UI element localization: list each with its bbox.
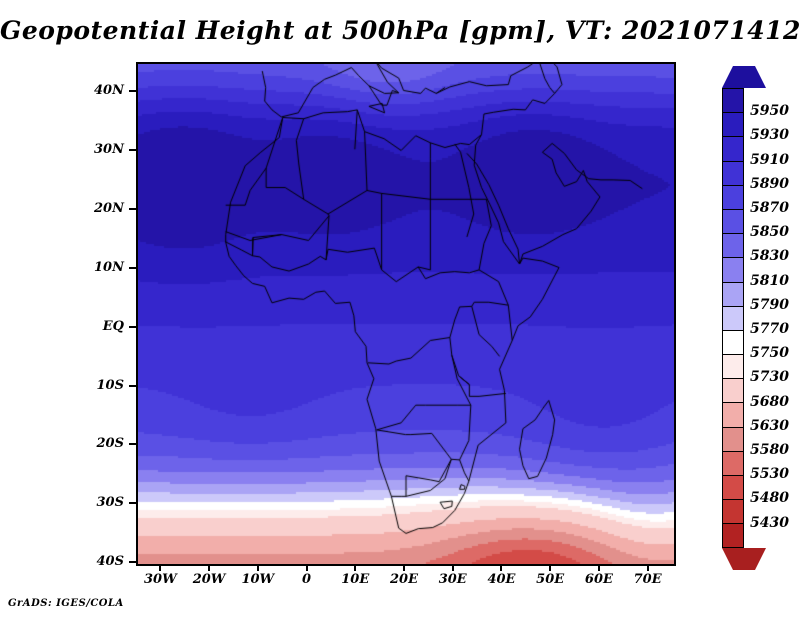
longitude-label: 30E bbox=[438, 572, 467, 587]
colorbar-tick-label: 5890 bbox=[750, 175, 789, 192]
latitude-label: 10S bbox=[96, 377, 124, 393]
latitude-label: 40S bbox=[96, 554, 124, 569]
colorbar-tick-label: 5910 bbox=[750, 151, 789, 168]
latitude-tick bbox=[129, 149, 136, 152]
colorbar-tick-label: 5680 bbox=[750, 393, 789, 410]
colorbar-tick-label: 5580 bbox=[750, 442, 789, 458]
colorbar-band bbox=[722, 281, 744, 306]
latitude-tick bbox=[129, 208, 136, 211]
latitude-tick bbox=[129, 443, 136, 446]
colorbar-band bbox=[722, 233, 744, 258]
colorbar-tick-label: 5870 bbox=[750, 200, 789, 216]
longitude-tick bbox=[597, 564, 600, 571]
geopotential-height-heatmap bbox=[138, 64, 674, 564]
colorbar-tick-label: 5830 bbox=[750, 248, 789, 265]
longitude-tick bbox=[159, 564, 162, 571]
longitude-tick bbox=[354, 564, 357, 571]
colorbar-band bbox=[722, 523, 744, 548]
colorbar-legend: 5950 5930 5910 5890 5870 5850 5830 5810 5790 5770… bbox=[714, 58, 800, 570]
colorbar-band bbox=[722, 378, 744, 403]
colorbar-top-arrow-icon bbox=[722, 66, 766, 88]
colorbar-tick-label: 5630 bbox=[750, 417, 789, 434]
map-plot-area bbox=[136, 62, 676, 566]
longitude-tick bbox=[403, 564, 405, 571]
longitude-tick bbox=[549, 564, 552, 571]
colorbar-band bbox=[722, 136, 744, 161]
colorbar-band bbox=[722, 450, 744, 475]
longitude-label: 30W bbox=[144, 572, 177, 587]
colorbar-tick-label: 5750 bbox=[750, 345, 789, 362]
colorbar-band bbox=[722, 426, 744, 451]
latitude-label: EQ bbox=[102, 318, 124, 334]
longitude-tick bbox=[451, 564, 454, 571]
latitude-tick bbox=[129, 561, 136, 563]
longitude-label: 50E bbox=[536, 572, 565, 587]
latitude-tick bbox=[129, 502, 136, 505]
colorbar-tick-label: 5950 bbox=[750, 103, 789, 120]
longitude-label: 0 bbox=[302, 572, 312, 587]
page-title: Geopotential Height at 500hPa [gpm], VT:… bbox=[0, 16, 800, 45]
longitude-label: 10W bbox=[241, 572, 275, 587]
latitude-tick bbox=[129, 266, 136, 269]
colorbar-band bbox=[722, 112, 744, 137]
colorbar-tick-label: 5530 bbox=[750, 466, 789, 483]
colorbar-tick-label: 5480 bbox=[750, 490, 789, 507]
colorbar-band-stack bbox=[722, 88, 744, 548]
latitude-tick bbox=[129, 384, 136, 387]
latitude-label: 10N bbox=[94, 259, 124, 275]
longitude-tick bbox=[256, 564, 259, 571]
longitude-tick bbox=[646, 564, 649, 571]
colorbar-tick-label: 5730 bbox=[750, 369, 789, 386]
attribution-footer: GrADS: IGES/COLA bbox=[8, 598, 124, 609]
longitude-label: 70E bbox=[633, 572, 662, 587]
latitude-label: 20N bbox=[94, 201, 124, 217]
colorbar-tick-label: 5810 bbox=[750, 272, 789, 289]
colorbar-tick-label: 5790 bbox=[750, 296, 789, 313]
colorbar-band bbox=[722, 184, 744, 209]
longitude-label: 20E bbox=[390, 572, 418, 587]
colorbar-band bbox=[722, 402, 744, 427]
colorbar-band bbox=[722, 475, 744, 500]
colorbar-tick-label: 5770 bbox=[750, 321, 789, 337]
latitude-label: 30N bbox=[94, 142, 124, 158]
colorbar-band bbox=[722, 257, 744, 282]
colorbar-band bbox=[722, 499, 744, 524]
longitude-tick bbox=[208, 564, 211, 571]
colorbar-tick-label: 5930 bbox=[750, 127, 789, 144]
colorbar-band bbox=[722, 329, 744, 355]
colorbar-band bbox=[722, 160, 744, 185]
longitude-tick bbox=[500, 564, 503, 571]
longitude-tick bbox=[305, 564, 308, 571]
latitude-tick bbox=[129, 90, 136, 93]
colorbar-band bbox=[722, 88, 744, 113]
longitude-label: 60E bbox=[584, 572, 613, 587]
latitude-label: 20S bbox=[96, 436, 124, 452]
latitude-label: 40N bbox=[94, 83, 124, 99]
colorbar-bottom-arrow-icon bbox=[722, 547, 766, 570]
colorbar-tick-label: 5850 bbox=[750, 224, 789, 241]
longitude-label: 40E bbox=[487, 572, 516, 587]
latitude-tick bbox=[129, 325, 136, 328]
colorbar-band bbox=[722, 354, 744, 379]
longitude-label: 10E bbox=[341, 572, 370, 587]
colorbar-tick-label: 5430 bbox=[750, 514, 789, 531]
colorbar-band bbox=[722, 305, 744, 330]
longitude-label: 20W bbox=[192, 572, 226, 587]
latitude-label: 30S bbox=[96, 495, 124, 511]
colorbar-band bbox=[722, 208, 744, 234]
